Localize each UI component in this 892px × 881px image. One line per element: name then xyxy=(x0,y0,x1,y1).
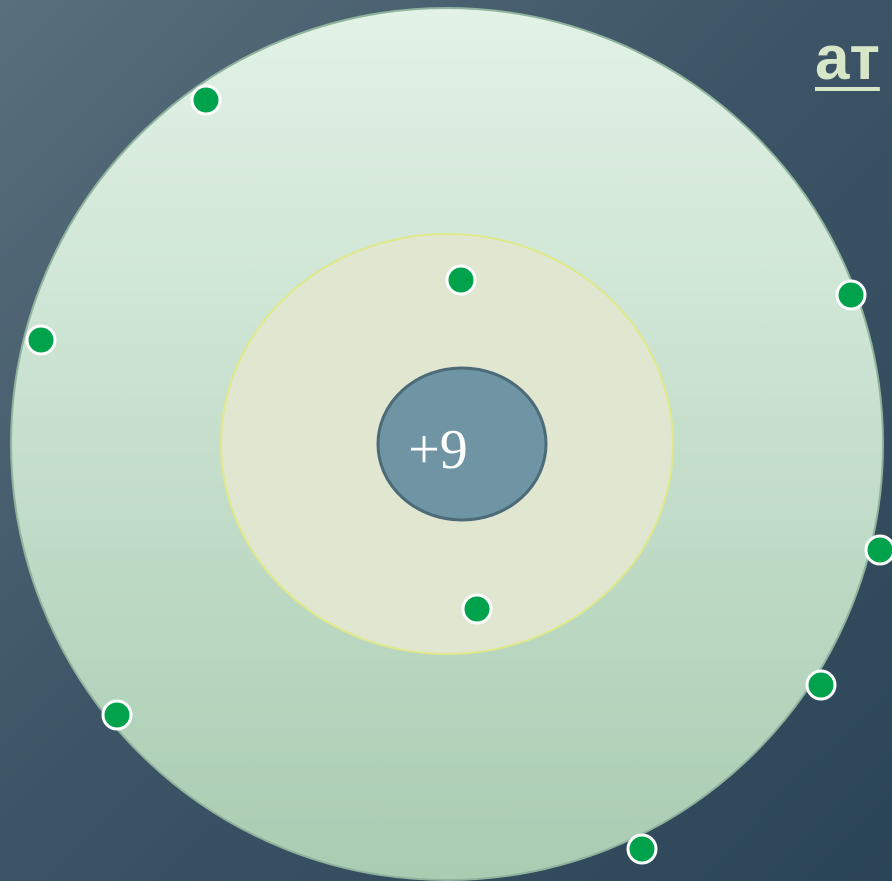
outer-shell-electron-4 xyxy=(626,833,658,865)
inner-shell-electron-1 xyxy=(445,264,477,296)
electrons xyxy=(25,84,892,865)
outer-shell-electron-6 xyxy=(864,534,892,566)
outer-shell-electron-1 xyxy=(190,84,222,116)
inner-shell-electron-2 xyxy=(461,593,493,625)
outer-shell-electron-5 xyxy=(805,669,837,701)
slide-title: ат xyxy=(815,24,880,93)
outer-shell-electron-3 xyxy=(101,699,133,731)
nucleus-charge-label: +9 xyxy=(408,419,468,481)
outer-shell-electron-2 xyxy=(25,324,57,356)
nucleus xyxy=(376,366,548,522)
outer-shell-electron-7 xyxy=(835,279,867,311)
